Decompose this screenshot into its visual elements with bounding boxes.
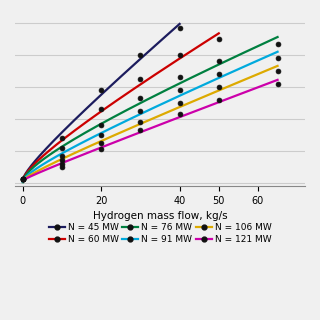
Legend: N = 45 MW, N = 60 MW, N = 76 MW, N = 91 MW, N = 106 MW, N = 121 MW: N = 45 MW, N = 60 MW, N = 76 MW, N = 91 … (45, 220, 275, 247)
X-axis label: Hydrogen mass flow, kg/s: Hydrogen mass flow, kg/s (93, 211, 227, 221)
